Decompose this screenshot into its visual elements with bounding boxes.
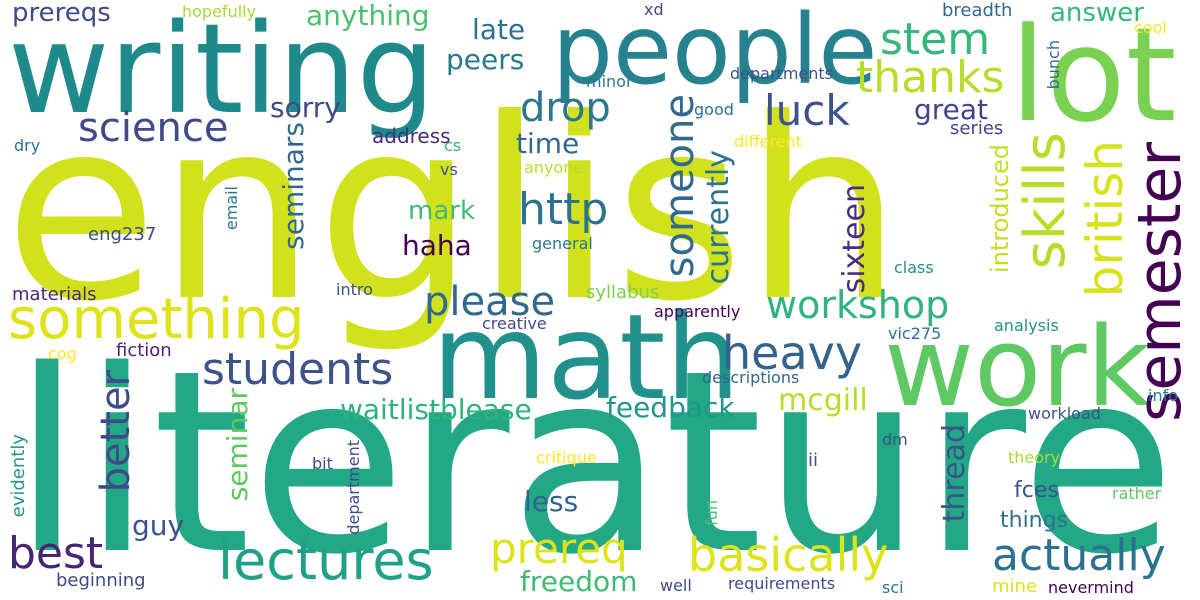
word-semester: semester <box>1125 142 1195 422</box>
word-series: series <box>950 118 1004 139</box>
word-literature: literature <box>12 317 1176 600</box>
word-haha: haha <box>402 229 472 262</box>
word-cs: cs <box>444 136 462 155</box>
word-dm: dm <box>882 430 908 449</box>
word-nevermind: nevermind <box>1048 578 1134 597</box>
word-anyone: anyone <box>524 158 584 177</box>
word-late: late <box>472 13 526 46</box>
word-mine: mine <box>992 576 1038 597</box>
word-requirements: requirements <box>728 574 836 593</box>
word-peers: peers <box>446 43 525 76</box>
word-fiction: fiction <box>116 340 172 361</box>
word-fces: fces <box>1014 478 1059 503</box>
word-email: email <box>222 186 241 231</box>
word-theory: theory <box>1008 448 1061 467</box>
word-apparently: apparently <box>654 302 741 321</box>
word-info: info <box>1148 386 1179 405</box>
word-bunch: bunch <box>1044 40 1063 90</box>
word-hopefully: hopefully <box>182 2 257 21</box>
word-work: work <box>884 303 1151 431</box>
word-eng237: eng237 <box>88 224 157 245</box>
word-descriptions: descriptions <box>702 368 800 387</box>
word-luck: luck <box>764 86 850 135</box>
word-cog: cog <box>48 344 77 363</box>
word-answer: answer <box>1050 0 1144 28</box>
word-please: please <box>424 279 556 325</box>
word-math: math <box>432 288 741 426</box>
word-seminar: seminar <box>221 388 254 502</box>
word-students: students <box>202 344 394 395</box>
word-best: best <box>8 528 104 579</box>
word-http: http <box>518 184 609 235</box>
word-department: department <box>344 440 363 535</box>
word-lot: lot <box>1010 0 1177 151</box>
word-heavy: heavy <box>722 326 863 380</box>
word-thread: thread <box>937 424 972 523</box>
word-something: something <box>8 287 305 352</box>
word-actually: actually <box>992 530 1166 581</box>
word-sci: sci <box>882 578 904 597</box>
word-lectures: lectures <box>218 529 434 592</box>
word-things: things <box>1000 508 1069 533</box>
word-time: time <box>516 127 580 160</box>
word-british: british <box>1076 140 1134 298</box>
word-ii: ii <box>808 450 819 471</box>
word-drop: drop <box>520 85 611 131</box>
word-anything: anything <box>306 0 430 32</box>
word-skills: skills <box>1013 132 1078 270</box>
word-feedback: feedback <box>606 391 735 424</box>
word-evidently: evidently <box>8 434 29 518</box>
word-minor: minor <box>586 72 633 91</box>
word-thanks: thanks <box>856 52 1005 103</box>
word-freedom: freedom <box>520 565 638 598</box>
word-writing: writing <box>8 0 436 142</box>
word-class: class <box>894 258 934 277</box>
word-rather: rather <box>1112 484 1162 503</box>
word-sorry: sorry <box>270 91 341 124</box>
word-creative: creative <box>482 314 547 333</box>
word-workshop: workshop <box>766 283 950 327</box>
word-introduced: introduced <box>986 144 1014 273</box>
word-xd: xd <box>644 0 664 19</box>
word-seminars: seminars <box>277 122 310 250</box>
word-dry: dry <box>14 136 41 155</box>
word-vic275: vic275 <box>888 324 942 343</box>
word-general: general <box>532 234 593 253</box>
word-prereq: prereq <box>490 524 628 573</box>
word-science: science <box>78 105 229 151</box>
word-good: good <box>694 100 734 119</box>
word-bit: bit <box>312 454 333 473</box>
word-stem: stem <box>880 14 991 65</box>
word-departments: departments <box>730 64 833 83</box>
word-mcgill: mcgill <box>778 383 868 418</box>
word-better: better <box>93 370 139 493</box>
word-analysis: analysis <box>994 316 1059 335</box>
word-english: english <box>4 65 903 356</box>
word-less: less <box>524 485 579 518</box>
word-vs: vs <box>440 160 458 179</box>
word-cool: cool <box>1134 18 1167 37</box>
word-prereqs: prereqs <box>12 0 111 28</box>
word-workload: workload <box>1028 404 1101 423</box>
word-sixteen: sixteen <box>837 184 872 294</box>
word-breadth: breadth <box>942 0 1013 21</box>
word-currently: currently <box>701 150 736 285</box>
word-mark: mark <box>408 196 476 226</box>
word-someone: someone <box>657 94 703 278</box>
word-basically: basically <box>688 528 889 582</box>
word-waitlistblease: waitlistblease <box>340 393 532 426</box>
word-materials: materials <box>12 284 97 305</box>
word-syllabus: syllabus <box>586 282 660 303</box>
word-different: different <box>734 132 802 151</box>
word-beginning: beginning <box>56 570 146 591</box>
word-great: great <box>914 93 989 126</box>
word-well: well <box>660 576 692 595</box>
word-guy: guy <box>132 509 185 542</box>
word-people: people <box>552 0 878 106</box>
word-address: address <box>372 124 451 148</box>
word-fun: fun <box>702 500 721 526</box>
word-critique: critique <box>536 448 597 467</box>
word-intro: intro <box>336 280 373 299</box>
